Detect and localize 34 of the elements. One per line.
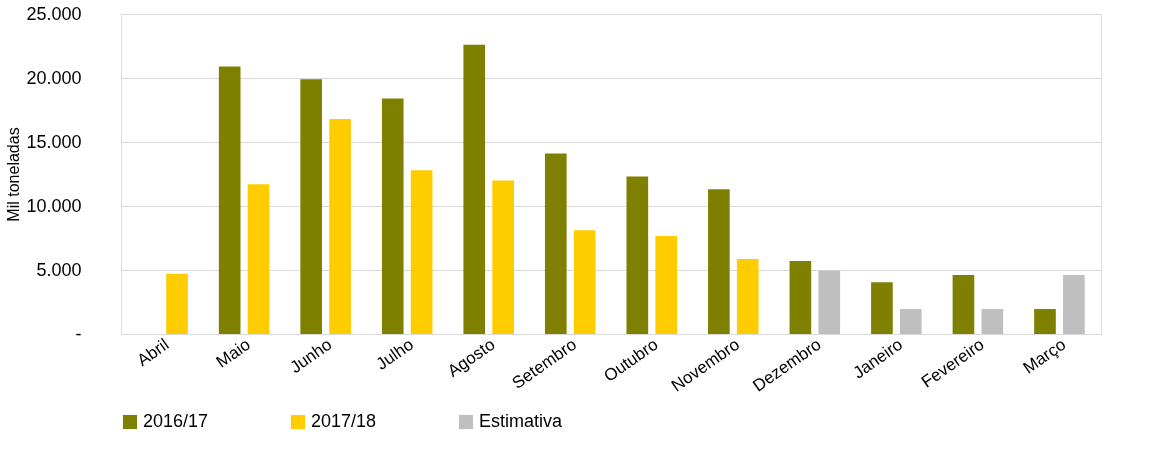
bar [626, 176, 649, 334]
bar [708, 189, 730, 334]
bar [789, 261, 812, 334]
bar [573, 230, 596, 334]
bar [1063, 275, 1085, 334]
bar [410, 170, 433, 334]
bar [329, 118, 351, 334]
bar [818, 270, 841, 334]
y-tick-label: - [75, 323, 82, 344]
bar [544, 153, 567, 334]
bar [166, 273, 188, 334]
y-tick-label: 5.000 [36, 259, 82, 280]
bar [247, 184, 270, 334]
legend-label: Estimativa [479, 411, 564, 431]
x-tick-label: Maio [212, 334, 254, 372]
bar [655, 236, 678, 334]
bar [736, 259, 759, 334]
bar [463, 44, 486, 334]
bar [981, 309, 1004, 334]
y-tick-label: 15.000 [26, 131, 82, 152]
y-tick-label: 25.000 [26, 3, 82, 24]
bar [871, 282, 893, 334]
bar [952, 275, 975, 334]
bar [492, 180, 514, 334]
y-axis-title: Mil toneladas [5, 127, 23, 222]
legend-label: 2016/17 [143, 411, 209, 431]
bar [381, 98, 404, 334]
bar [218, 66, 241, 334]
legend-label: 2017/18 [311, 411, 377, 431]
bar [1034, 309, 1056, 334]
y-tick-label: 20.000 [26, 67, 82, 88]
bar [300, 79, 323, 334]
bar [899, 309, 922, 334]
y-tick-label: 10.000 [26, 195, 82, 216]
